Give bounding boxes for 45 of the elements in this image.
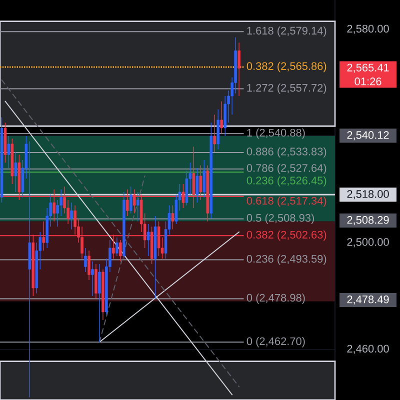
ref-line-label: 0.886 (2,533.83)	[246, 147, 326, 158]
candlestick	[213, 114, 216, 152]
candlestick	[28, 140, 32, 398]
ref-line-label: 0 (2,462.70)	[246, 337, 305, 348]
ref-line-label: 0.382 (2,502.63)	[246, 230, 326, 241]
candlestick	[88, 250, 90, 280]
candlestick	[14, 152, 18, 192]
candlestick	[70, 202, 73, 230]
candlestick	[174, 194, 178, 224]
candlestick	[91, 260, 94, 296]
y-tick-label: 2,508.29	[347, 216, 389, 226]
candlestick	[220, 100, 223, 134]
ref-line-label: 0.5 (2,508.93)	[246, 214, 314, 224]
y-tick-label: 2,500.00	[347, 238, 389, 248]
candlestick	[238, 42, 240, 96]
candlestick	[98, 264, 101, 342]
candlestick	[216, 108, 220, 150]
candlestick	[84, 248, 87, 272]
ref-line-label: 0 (2,478.98)	[246, 294, 305, 304]
ref-line-label: 0.236 (2,493.59)	[246, 254, 326, 265]
y-tick-label: 2,460.00	[347, 344, 389, 354]
y-tick-label: 2,565.41	[347, 64, 389, 73]
candlestick	[146, 224, 150, 256]
candlestick	[202, 160, 206, 198]
candlestick	[171, 204, 174, 230]
ref-line-label: 1.272 (2,557.72)	[247, 84, 326, 94]
ref-line-label: 0.786 (2,527.64)	[246, 164, 326, 174]
candlestick	[7, 136, 10, 168]
ref-line-label: 1.618 (2,579.14)	[247, 26, 326, 37]
ref-line-label: 1 (2,540.88)	[247, 128, 305, 139]
y-tick-label: 2,580.00	[347, 24, 389, 34]
y-tick-label: 2,518.00	[347, 190, 389, 200]
ref-line-label: 0.382 (2,565.86)	[246, 62, 326, 72]
y-tick-label: 2,540.12	[347, 131, 389, 140]
candlestick	[119, 240, 122, 262]
candlestick	[94, 264, 98, 300]
candlestick	[185, 170, 188, 206]
candlestick	[136, 192, 140, 222]
ref-line-label: 0.618 (2,517.34)	[246, 196, 326, 207]
ref-line-label: 0.236 (2,526.45)	[246, 176, 326, 187]
candlestick	[116, 236, 118, 256]
y-tick-label: 2,478.49	[347, 296, 389, 305]
candlestick	[196, 168, 199, 204]
text: 01:26	[354, 78, 382, 86]
candlestick	[129, 186, 132, 214]
